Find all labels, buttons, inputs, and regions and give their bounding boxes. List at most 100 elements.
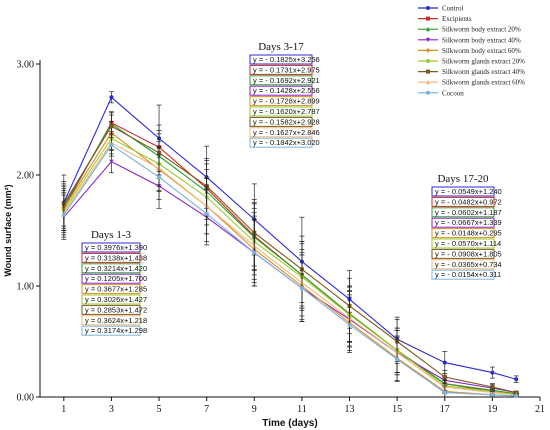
x-axis-title: Time (days) [262,418,317,429]
equation-label: y = - 0.1731x+2.975 [253,65,320,74]
equation-label: y = 0.3138x+1.438 [85,253,147,262]
equation-frame [81,315,141,326]
data-point [490,385,495,390]
data-point [490,392,495,397]
legend: Control Excipients Silkworm body extract 2… [418,5,525,97]
equation-label: y = 0.1205x+1.700 [85,274,147,283]
equation-label: y = - 0.0908x+1.805 [435,249,502,258]
equation-frame [431,259,495,270]
data-point [426,47,430,53]
equation-frame [249,106,313,117]
equation-frame [431,217,495,228]
x-tick-label: 19 [487,404,497,415]
x-tick-label: 21 [535,404,545,415]
data-point [204,211,209,216]
data-point [426,6,430,10]
x-tick-label: 9 [252,404,257,415]
data-point [299,286,304,291]
equation-label: y = 0.3624x+1.218 [85,316,147,325]
annotation-title-bg [432,171,494,186]
equation-label: y = 0.3214x+1.420 [85,264,147,273]
annotation-title-bg [82,227,140,242]
data-point [157,175,162,180]
annotation-title-bg [250,39,312,54]
equation-frame [249,127,313,138]
annotation-title: Days 1-3 [91,229,132,241]
data-point [109,124,114,129]
equation-frame [249,54,313,65]
data-point [426,16,430,21]
equation-frame [81,325,141,336]
equation-frame [81,294,141,305]
data-point [426,59,430,63]
data-point [442,375,447,380]
series [61,133,519,398]
y-tick-label: 0.00 [17,393,35,404]
annotation-title: Days 3-17 [258,41,304,53]
legend-label: Excipients [442,15,472,23]
data-point [395,357,400,362]
equation-label: y = - 0.0154x+0.311 [435,270,501,279]
equation-frame [81,284,141,295]
equation-frame [81,263,141,274]
equation-label: y = 0.3677x+1.285 [85,285,147,294]
equation-frame [431,269,495,280]
x-tick-label: 15 [392,404,402,415]
equation-frame [81,273,141,284]
legend-label: Silkworm glands extract 40% [442,68,525,76]
equation-frame [249,137,313,148]
equation-frame [431,196,495,207]
equation-frame [431,228,495,239]
equation-frame [81,242,141,253]
legend-label: Silkworm glands extract 20% [442,58,525,66]
x-tick-label: 3 [109,404,114,415]
equation-frame [249,116,313,127]
equation-frame [81,304,141,315]
x-tick-label: 17 [440,404,450,415]
y-tick-label: 2.00 [17,171,35,182]
data-point [426,90,430,95]
equation-label: y = - 0.0549x+1.240 [435,187,502,196]
data-point [426,69,430,74]
data-point [426,37,430,43]
x-tick-label: 5 [157,404,162,415]
x-tick-label: 13 [345,404,355,415]
legend-label: Silkworm body extract 60% [442,47,521,55]
data-point [426,26,430,32]
equation-frame [431,248,495,259]
equation-label: y = - 0.0482x+0.972 [435,197,502,206]
y-tick-label: 1.00 [17,282,35,293]
equation-label: y = - 0.1728x+2.899 [253,97,320,106]
y-tick-label: 3.00 [17,60,35,71]
equation-label: y = - 0.0148x+0.295 [435,229,502,238]
equation-label: y = - 0.1627x+2.846 [253,128,320,137]
data-point [514,393,519,398]
equation-frame [249,96,313,107]
equation-frame [81,252,141,263]
equation-label: y = 0.3174x+1.298 [85,326,147,335]
y-axis-title: Wound surface (mm²) [3,184,13,276]
equation-label: y = 0.2853x+1.472 [85,305,147,314]
equation-label: y = - 0.0667x+1.339 [435,218,502,227]
x-tick-label: 11 [297,404,307,415]
equation-label: y = - 0.1692x+2.921 [253,76,320,85]
x-tick-label: 1 [61,404,66,415]
data-point [514,377,519,382]
equation-label: y = - 0.0570x+1.114 [435,239,501,248]
data-point [61,212,66,217]
data-point [426,79,430,85]
equation-frame [249,75,313,86]
equation-label: y = - 0.1582x+2.928 [253,117,320,126]
equation-label: y = - 0.0365x+0.734 [435,260,502,269]
data-point [109,143,114,148]
equation-label: y = 0.3026x+1.427 [85,295,147,304]
data-point [442,360,447,365]
equation-frame [431,186,495,197]
equation-label: y = - 0.1620x+2.787 [253,107,320,116]
data-point [109,95,114,100]
equation-frame [431,238,495,249]
